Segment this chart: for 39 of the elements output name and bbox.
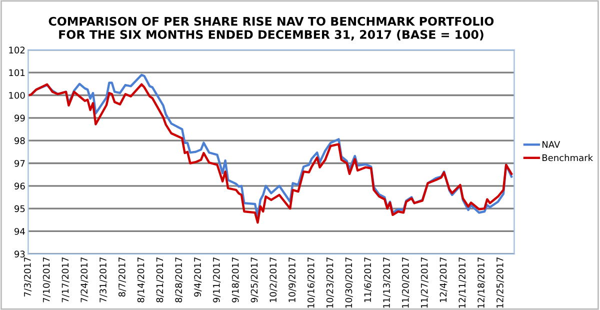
x-tick-label: 11/27/2017	[420, 257, 428, 308]
x-tick-label: 12/4/2017	[440, 257, 448, 302]
x-tick-label: 8/7/2017	[118, 257, 126, 297]
y-tick-label: 101	[9, 69, 25, 76]
x-tick-label: 10/16/2017	[307, 257, 316, 308]
x-tick-label: 7/17/2017	[62, 257, 70, 302]
x-tick-label: 7/24/2017	[80, 257, 88, 302]
x-tick-label: 9/11/2017	[212, 257, 221, 302]
y-tick-label: 102	[9, 46, 25, 54]
y-tick-label: 95	[14, 205, 25, 212]
x-tick-label: 10/2/2017	[270, 257, 278, 302]
x-tick-label: 7/10/2017	[42, 257, 50, 302]
x-tick-label: 10/23/2017	[326, 257, 334, 308]
x-tick-label: 7/31/2017	[100, 257, 108, 302]
x-tick-label: 8/21/2017	[156, 257, 164, 302]
x-tick-label: 11/6/2017	[364, 257, 372, 302]
x-tick-label: 8/28/2017	[175, 257, 183, 302]
legend-label: NAV	[542, 141, 560, 148]
x-tick-label: 10/9/2017	[288, 257, 296, 302]
legend-label: Benchmark	[542, 154, 594, 162]
y-tick-label: 98	[14, 137, 25, 144]
x-tick-label: 12/18/2017	[478, 257, 486, 308]
y-tick-label: 99	[14, 114, 25, 122]
y-tick-label: 93	[14, 250, 25, 258]
y-tick-label: 97	[14, 160, 25, 167]
x-tick-label: 12/11/2017	[458, 257, 466, 308]
x-tick-label: 10/30/2017	[345, 257, 353, 308]
y-tick-label: 96	[14, 182, 25, 190]
x-tick-label: 11/20/2017	[402, 257, 410, 308]
x-tick-label: 9/4/2017	[194, 257, 202, 297]
x-tick-label: 7/3/2017	[24, 257, 32, 296]
y-tick-label: 100	[9, 92, 25, 99]
x-tick-label: 11/13/2017	[383, 257, 391, 308]
x-tick-label: 9/25/2017	[250, 257, 258, 302]
x-tick-label: 9/18/2017	[232, 257, 240, 302]
chart-title: COMPARISON OF PER SHARE RISE NAV TO BENCHMARK PORTFOLIO FOR THE SIX MONTHS ENDED DECEMBER 31, 2017 (BASE = 100)	[48, 16, 494, 40]
x-tick-label: 12/25/2017	[496, 257, 504, 308]
x-tick-label: 8/14/2017	[137, 257, 145, 302]
y-tick-label: 94	[14, 228, 25, 235]
